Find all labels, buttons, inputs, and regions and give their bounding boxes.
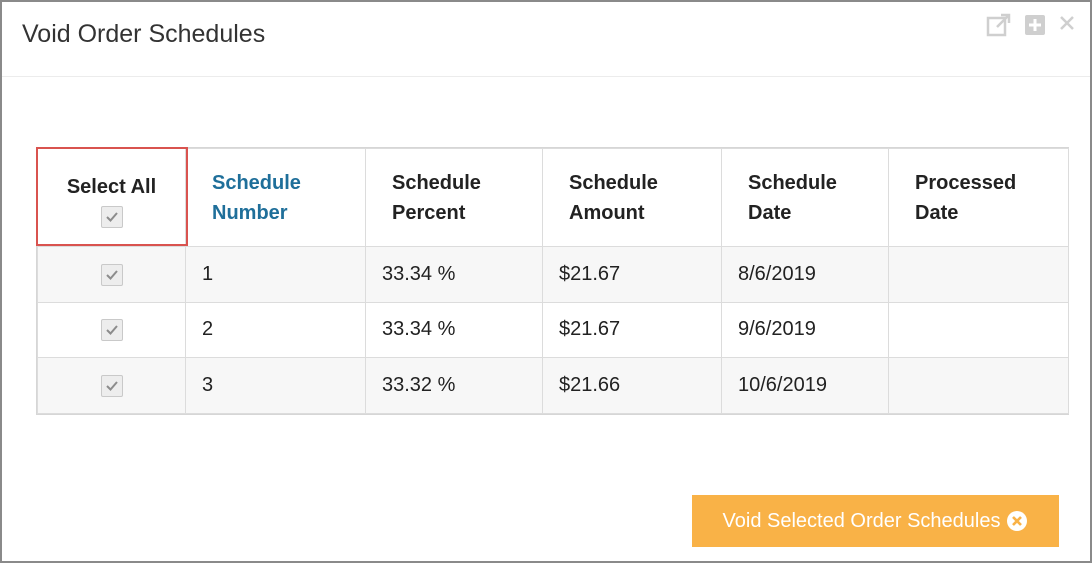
select-all-highlight [36, 147, 188, 246]
select-all-label: Select All [66, 175, 157, 198]
select-all-checkbox[interactable] [100, 206, 123, 229]
void-selected-schedules-button[interactable]: Void Selected Order Schedules [692, 495, 1059, 547]
schedule-number-cell: 3 [185, 357, 366, 414]
row-checkbox[interactable] [100, 319, 123, 342]
popout-icon[interactable] [986, 12, 1012, 38]
processed-date-cell [888, 357, 1069, 414]
select-all-header: Select All [36, 147, 188, 247]
row-checkbox[interactable] [100, 374, 123, 397]
schedule-date-cell: 10/6/2019 [721, 357, 889, 414]
processed-date-header: Processed Date [888, 148, 1069, 247]
schedule-percent-cell: 33.32 % [365, 357, 543, 414]
row-select-cell [37, 357, 186, 414]
schedule-percent-header: Schedule Percent [365, 148, 543, 247]
table-header-row: Select All Schedule Number Schedule Perc… [36, 147, 1069, 247]
schedule-number-cell: 2 [185, 301, 366, 359]
schedule-amount-cell: $21.66 [542, 357, 722, 414]
table-row: 2 33.34 % $21.67 9/6/2019 [37, 301, 1069, 359]
schedule-amount-cell: $21.67 [542, 246, 722, 303]
dialog-header: Void Order Schedules [2, 2, 1090, 77]
schedule-number-header[interactable]: Schedule Number [185, 148, 366, 247]
close-icon[interactable] [1056, 12, 1082, 38]
expand-icon[interactable] [1022, 12, 1048, 38]
dialog-title: Void Order Schedules [22, 20, 266, 48]
row-checkbox[interactable] [100, 263, 123, 286]
void-button-label: Void Selected Order Schedules [722, 509, 1001, 532]
schedule-percent-cell: 33.34 % [365, 301, 543, 359]
schedule-date-cell: 9/6/2019 [721, 301, 889, 359]
row-select-cell [37, 246, 186, 303]
row-select-cell [37, 301, 186, 359]
processed-date-cell [888, 246, 1069, 303]
processed-date-cell [888, 301, 1069, 359]
schedule-date-cell: 8/6/2019 [721, 246, 889, 303]
schedule-number-cell: 1 [185, 246, 366, 303]
table-row: 3 33.32 % $21.66 10/6/2019 [37, 357, 1069, 414]
close-circle-icon [1006, 510, 1028, 532]
schedule-date-header: Schedule Date [721, 148, 889, 247]
schedules-table: Select All Schedule Number Schedule Perc… [36, 147, 1069, 415]
table-row: 1 33.34 % $21.67 8/6/2019 [37, 246, 1069, 303]
schedule-amount-header: Schedule Amount [542, 148, 722, 247]
schedule-amount-cell: $21.67 [542, 301, 722, 359]
schedule-percent-cell: 33.34 % [365, 246, 543, 303]
